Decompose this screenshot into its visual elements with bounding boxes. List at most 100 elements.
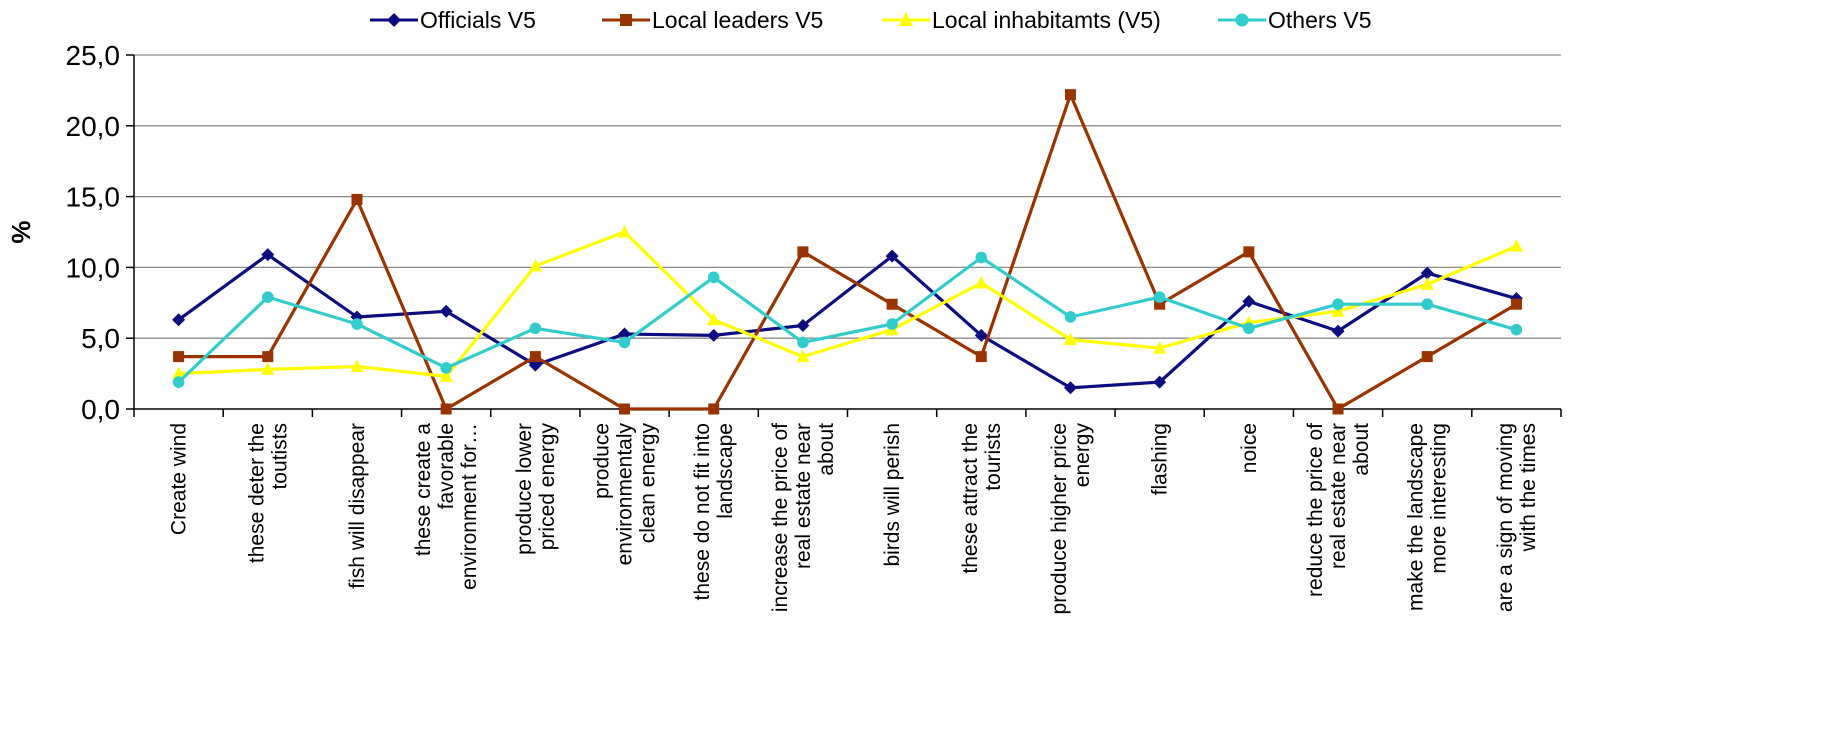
data-point-series-2 — [262, 351, 274, 363]
x-tick-label: increase the price ofreal estate nearabo… — [769, 423, 838, 612]
x-tick-label-line: make the landscape — [1405, 423, 1428, 611]
legend-label-others: Others V5 — [1268, 6, 1372, 33]
legend-marker-officials — [370, 13, 418, 27]
x-tick-label-line: toutists — [268, 423, 291, 490]
data-point-series-3 — [172, 366, 186, 380]
x-tick-label-line: environment for… — [458, 423, 481, 590]
x-tick-label-line: environmentaly — [614, 423, 637, 566]
x-tick-label-line: Create wind — [168, 423, 191, 535]
x-tick-label: flashing — [1149, 423, 1172, 495]
data-point-series-4 — [1243, 322, 1255, 335]
data-point-series-4 — [1153, 291, 1166, 303]
x-tick-label-line: landscape — [714, 423, 737, 519]
x-tick-label-line: about — [1350, 423, 1373, 476]
data-point-series-2 — [1421, 351, 1433, 363]
data-point-series-1 — [618, 327, 632, 341]
data-point-series-1 — [974, 328, 988, 342]
data-point-series-1 — [439, 304, 453, 318]
x-tick-label: fish will disappear — [346, 423, 369, 589]
data-point-series-4 — [1421, 298, 1434, 311]
x-tick-label: these attract thetourists — [959, 423, 1005, 574]
y-tick-label: 10,0 — [66, 252, 121, 283]
series-line-2 — [178, 92, 1518, 411]
x-tick-label: these deter thetoutists — [245, 423, 291, 563]
legend-marker-others — [1218, 13, 1266, 27]
x-tick-label-line: are a sign of moving — [1494, 423, 1517, 612]
data-point-series-2 — [886, 298, 898, 310]
x-tick-label-line: produce lower — [513, 423, 536, 555]
x-tick-label-line: about — [815, 423, 838, 476]
x-tick-label: these create afavorableenvironment for… — [412, 423, 481, 590]
data-point-series-2 — [1243, 246, 1255, 258]
data-point-series-2 — [797, 246, 809, 258]
x-tick-label-line: real estate near — [1327, 423, 1350, 569]
data-point-series-3 — [618, 225, 632, 238]
data-point-series-2 — [1332, 403, 1344, 415]
series-line-4 — [177, 255, 1517, 384]
x-tick-label-line: fish will disappear — [346, 423, 369, 589]
x-tick-label: produce lowerpriced energy — [513, 423, 559, 555]
data-point-series-2 — [1064, 89, 1076, 101]
data-point-series-2 — [708, 403, 720, 415]
x-tick-label: Create wind — [168, 423, 191, 535]
y-tick-label: 5,0 — [81, 323, 120, 354]
data-point-series-3 — [1420, 277, 1434, 290]
x-tick-label: produce higher priceenergy — [1048, 423, 1094, 615]
data-point-series-1 — [261, 248, 275, 262]
data-point-series-2 — [619, 403, 631, 415]
x-tick-label-line: more interesting — [1428, 423, 1451, 574]
data-point-series-2 — [1510, 298, 1522, 310]
data-point-series-4 — [351, 318, 363, 330]
x-tick-label-line: clean energy — [637, 423, 660, 544]
x-tick-label-line: produce higher price — [1048, 423, 1071, 614]
data-point-series-4 — [172, 376, 185, 388]
x-tick-label-line: these deter the — [245, 423, 268, 563]
data-point-series-4 — [440, 362, 452, 374]
data-point-series-2 — [351, 193, 363, 205]
legend-item-officials: Officials V5 — [368, 4, 536, 36]
data-point-series-2 — [529, 351, 541, 363]
data-point-series-4 — [975, 251, 988, 264]
x-tick-label-line: with the times — [1517, 423, 1540, 552]
x-tick-label-line: increase the price of — [769, 423, 792, 612]
data-point-series-4 — [529, 322, 542, 335]
data-point-series-4 — [261, 291, 274, 303]
legend-item-local-inhabitants: Local inhabitamts (V5) — [880, 4, 1161, 36]
data-point-series-1 — [796, 318, 810, 332]
y-tick-label: 20,0 — [66, 111, 121, 142]
data-point-series-3 — [528, 258, 542, 272]
data-point-series-1 — [707, 328, 721, 342]
x-tick-label-line: favorable — [435, 423, 458, 509]
legend-item-others: Others V5 — [1216, 4, 1372, 36]
data-point-series-4 — [707, 271, 720, 284]
y-tick-label: 0,0 — [81, 394, 120, 425]
data-point-series-3 — [1331, 304, 1345, 317]
data-point-series-3 — [707, 312, 721, 326]
data-point-series-2 — [173, 351, 185, 363]
x-tick-label: reduce the price ofreal estate nearabout — [1304, 423, 1373, 597]
data-point-series-3 — [974, 275, 988, 289]
x-tick-label: produceenvironmentalyclean energy — [591, 423, 660, 566]
data-point-series-1 — [885, 249, 899, 263]
legend-label-local-inhabitants: Local inhabitamts (V5) — [932, 6, 1161, 33]
data-point-series-1 — [172, 313, 186, 327]
x-tick-label-line: birds will perish — [881, 423, 904, 567]
data-point-series-2 — [975, 351, 987, 363]
data-point-series-3 — [261, 362, 275, 375]
data-point-series-3 — [439, 369, 453, 382]
data-point-series-3 — [1063, 332, 1077, 346]
x-tick-label: make the landscapemore interesting — [1405, 423, 1451, 611]
data-point-series-4 — [1332, 298, 1344, 311]
data-point-series-2 — [1154, 298, 1166, 310]
x-tick-label-line: produce — [591, 423, 614, 499]
x-tick-label-line: priced energy — [536, 423, 559, 551]
x-tick-label-line: energy — [1071, 423, 1094, 488]
x-tick-label-line: these attract the — [959, 423, 982, 574]
x-tick-label-line: these create a — [412, 423, 435, 556]
data-point-series-2 — [440, 403, 452, 415]
y-tick-label: 25,0 — [66, 40, 121, 71]
data-point-series-1 — [1153, 375, 1167, 389]
x-tick-label-line: reduce the price of — [1304, 423, 1327, 597]
data-point-series-3 — [1153, 341, 1167, 354]
